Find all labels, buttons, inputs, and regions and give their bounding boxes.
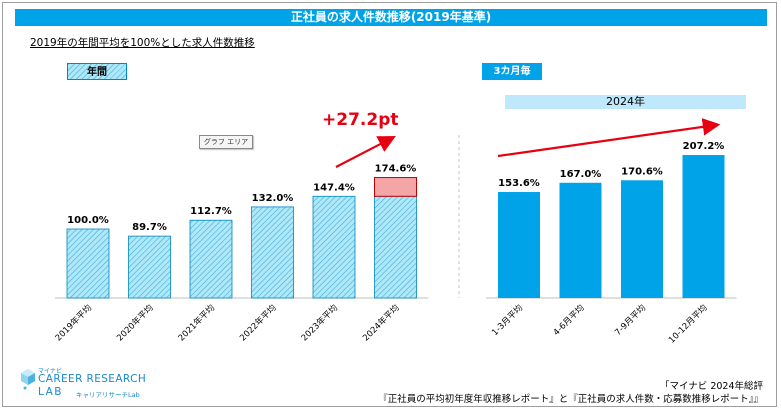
logo-lab: LAB — [38, 386, 63, 398]
annual-increase-segment — [374, 177, 417, 197]
quarterly-bar — [621, 180, 663, 298]
logo-brand-small: マイナビ — [38, 368, 62, 375]
annual-tag: 年間 — [67, 63, 127, 80]
career-research-lab-logo-icon — [21, 369, 35, 390]
annual-trend-arrow — [335, 135, 396, 168]
annual-bar — [189, 219, 233, 299]
annual-category-label: 2020年平均 — [115, 302, 156, 343]
annual-value-label: 89.7% — [132, 222, 167, 233]
source-line-2: 『正社員の平均初年度年収推移レポート』と『正社員の求人件数・応募数推移レポート』… — [378, 394, 763, 405]
quarterly-bar — [559, 182, 602, 298]
quarterly-value-label: 170.6% — [621, 166, 663, 177]
chart-subtitle: 2019年の年間平均を100%とした求人件数推移 — [30, 37, 255, 49]
quarterly-value-label: 207.2% — [683, 141, 725, 152]
increase-annotation: +27.2pt — [322, 110, 399, 130]
year-band-2024: 2024年 — [505, 95, 746, 109]
quarterly-trend-arrow — [497, 118, 721, 158]
annual-bar — [66, 228, 110, 299]
annual-category-label: 2022年平均 — [238, 302, 279, 343]
quarterly-category-label: 1-3月平均 — [489, 302, 525, 338]
annual-value-label: 100.0% — [67, 215, 109, 226]
annual-bar — [128, 235, 171, 299]
logo-subtitle: キャリアリサーチLab — [76, 391, 140, 399]
annual-category-label: 2021年平均 — [176, 302, 217, 343]
annual-bar — [251, 206, 294, 299]
quarterly-category-label: 10-12月平均 — [666, 302, 709, 345]
annual-bar — [312, 195, 356, 299]
quarterly-value-label: 153.6% — [498, 178, 540, 189]
logo-wordmark: CAREER RESEARCH — [38, 373, 147, 385]
chart-title: 正社員の求人件数推移(2019年基準) — [15, 9, 767, 26]
quarterly-tag: 3カ月毎 — [482, 63, 542, 80]
annual-category-label: 2019年平均 — [53, 302, 94, 343]
annual-bar — [374, 195, 417, 299]
annual-value-label: 132.0% — [252, 193, 294, 204]
annual-category-label: 2024年平均 — [361, 302, 402, 343]
annual-value-label: 174.6% — [375, 164, 417, 175]
chart-frame — [2, 2, 777, 407]
annual-category-label: 2023年平均 — [299, 302, 340, 343]
quarterly-bar — [498, 192, 540, 298]
quarterly-value-label: 167.0% — [560, 169, 602, 180]
annual-value-label: 147.4% — [313, 182, 355, 193]
quarterly-category-label: 4-6月平均 — [551, 302, 587, 338]
quarterly-category-label: 7-9月平均 — [612, 302, 648, 338]
graph-area-tooltip: グラフ エリア — [199, 135, 253, 149]
quarterly-bar — [682, 155, 725, 298]
annual-value-label: 112.7% — [190, 206, 232, 217]
source-line-1: 「マイナビ 2024年総評 — [659, 381, 763, 392]
